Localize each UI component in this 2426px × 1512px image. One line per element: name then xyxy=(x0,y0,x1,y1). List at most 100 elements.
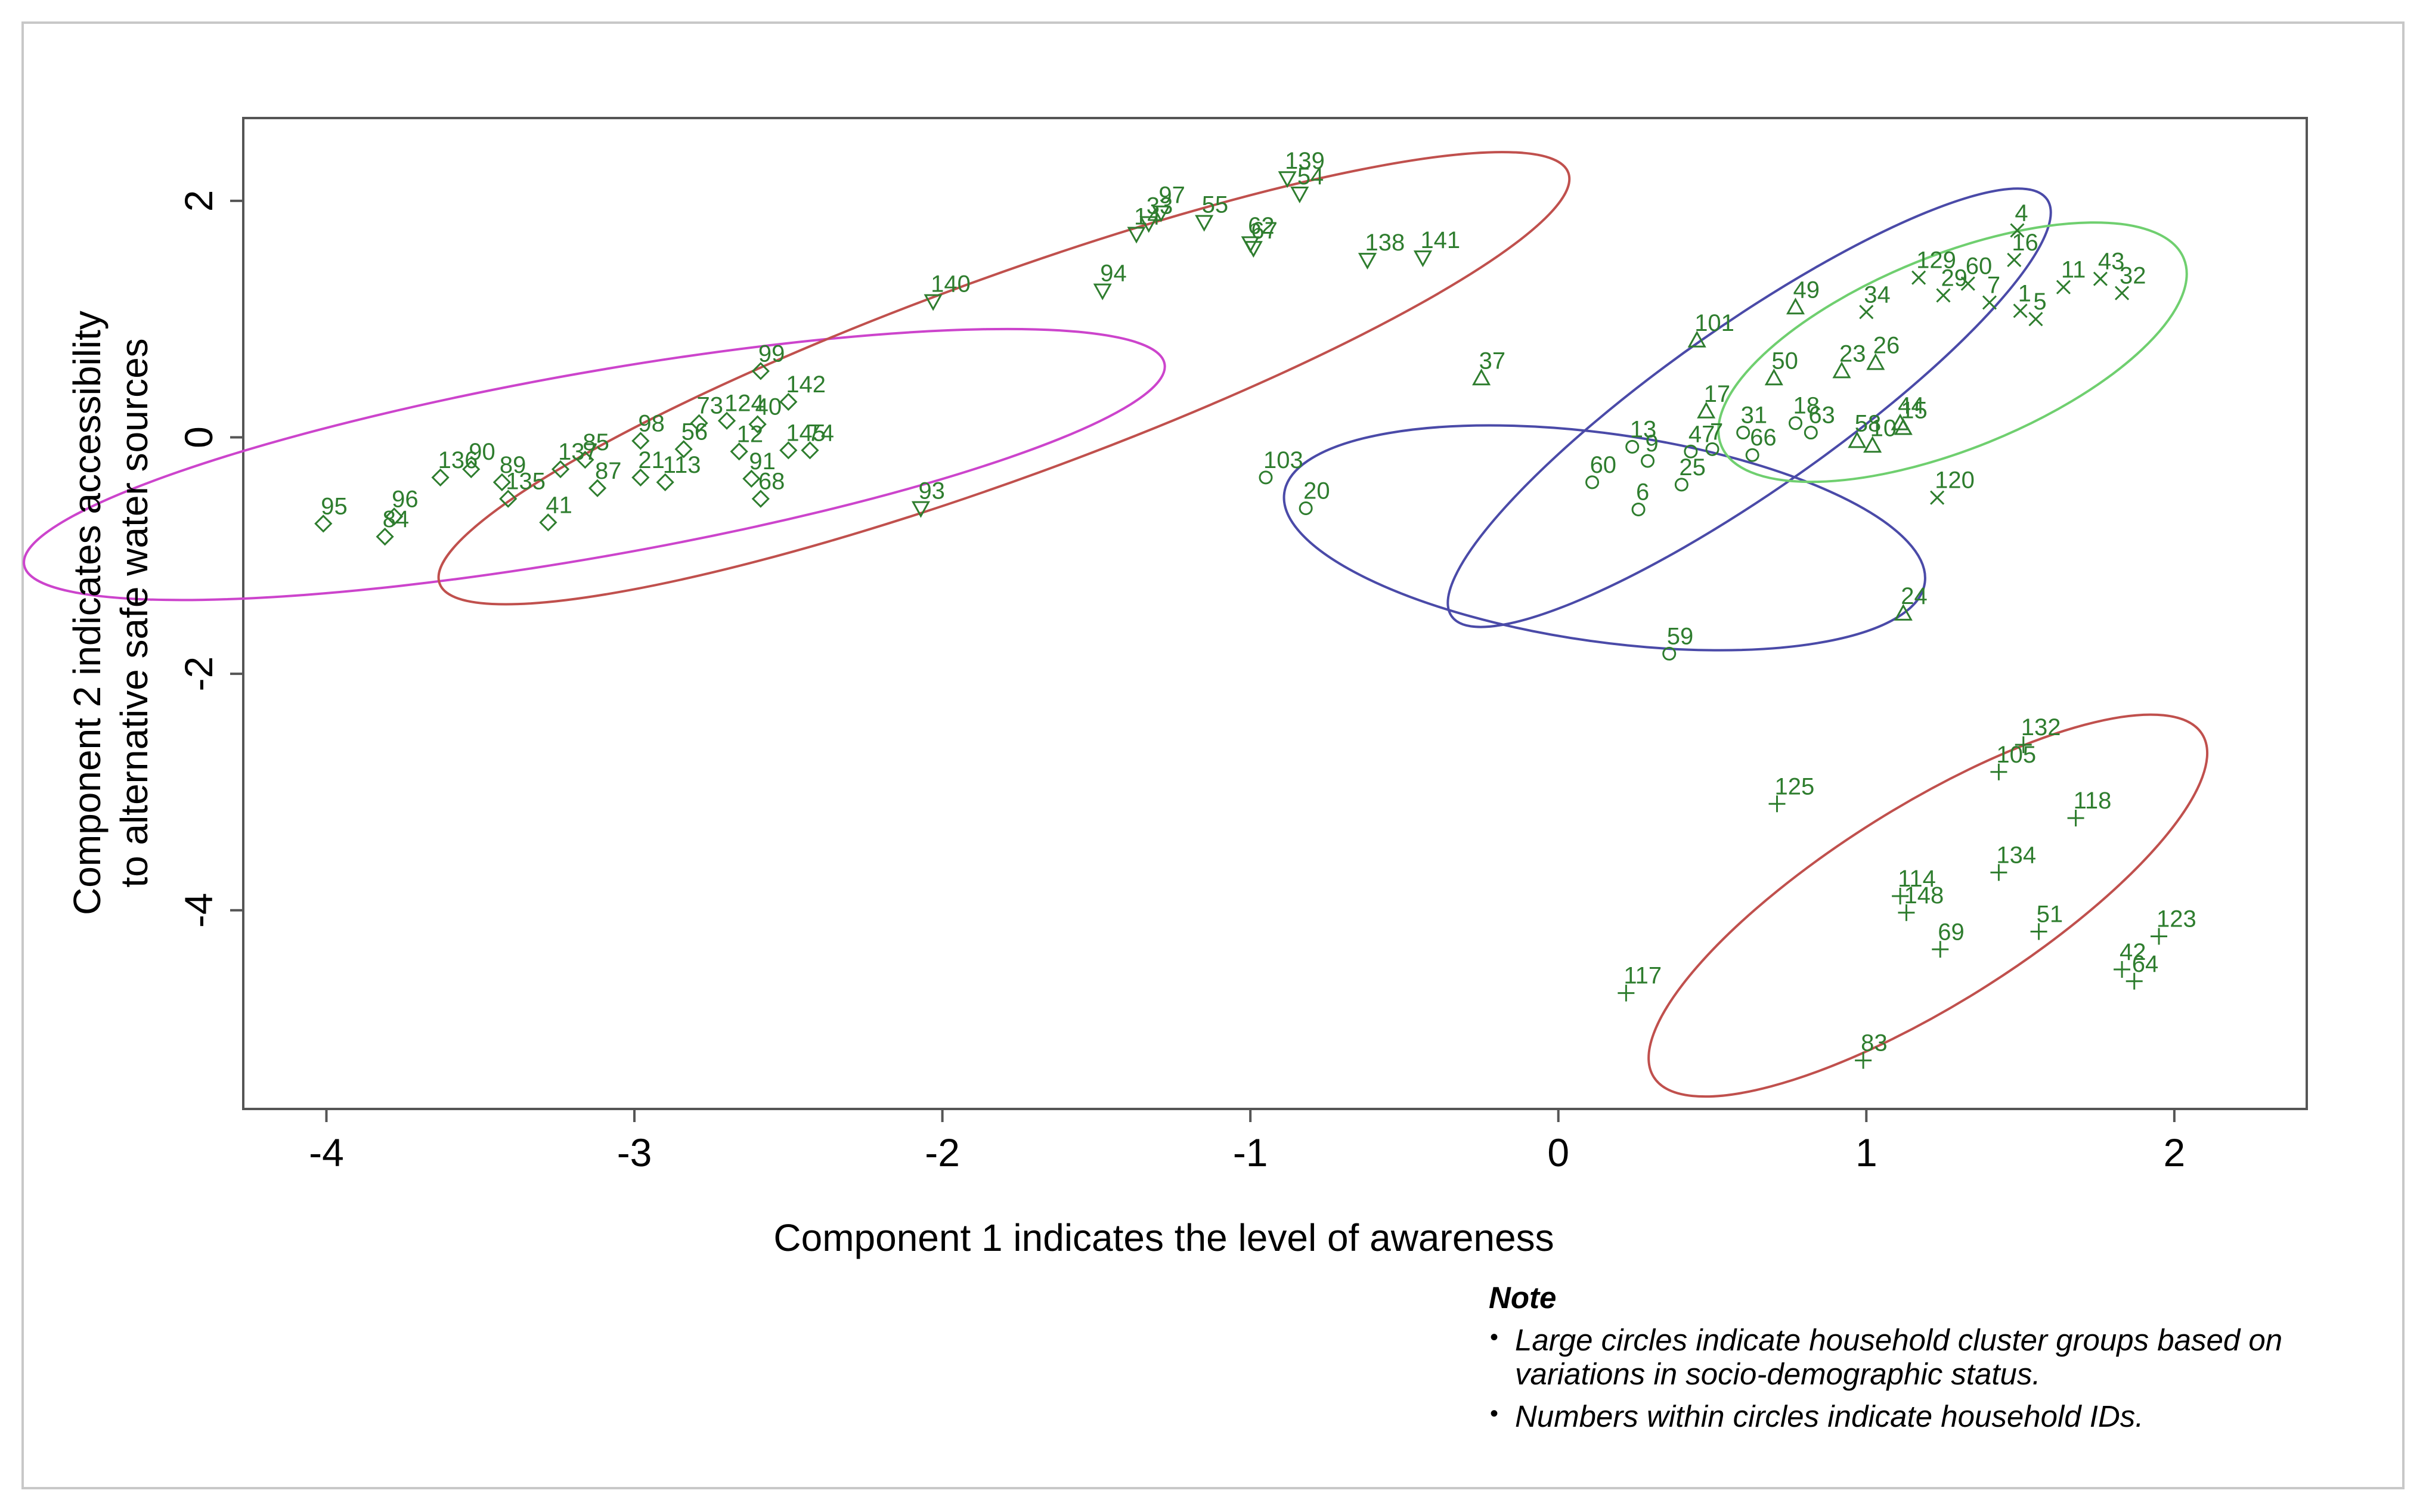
point-label: 41 xyxy=(546,492,572,518)
point-label: 87 xyxy=(595,458,622,484)
triangle-up-marker xyxy=(1697,401,1716,419)
point-label: 135 xyxy=(506,469,546,495)
point-label: 98 xyxy=(638,410,665,436)
point-label: 50 xyxy=(1771,348,1798,374)
plus-marker xyxy=(1768,795,1786,813)
triangle-down-marker xyxy=(1413,250,1433,268)
point-label: 73 xyxy=(697,393,724,419)
point-label: 20 xyxy=(1303,478,1330,504)
data-point: 93 xyxy=(911,478,945,518)
point-label: 26 xyxy=(1873,333,1900,359)
triangle-down-marker xyxy=(1244,241,1263,258)
data-point: 32 xyxy=(2114,263,2146,300)
circle-marker xyxy=(1259,470,1273,485)
point-label: 23 xyxy=(1839,340,1866,367)
data-point: 41 xyxy=(539,492,572,532)
point-label: 90 xyxy=(469,439,495,465)
point-label: 69 xyxy=(1938,919,1965,945)
circle-marker xyxy=(1641,454,1655,468)
plus-marker xyxy=(1618,984,1635,1002)
data-point: 125 xyxy=(1768,773,1814,813)
data-point: 18 xyxy=(1788,393,1820,430)
triangle-up-marker xyxy=(1687,330,1706,348)
point-label: 68 xyxy=(758,469,785,495)
diamond-marker xyxy=(690,414,708,432)
point-label: 74 xyxy=(807,420,834,446)
circle-marker xyxy=(1736,426,1750,440)
triangle-up-marker xyxy=(1863,436,1882,453)
data-point: 89 xyxy=(492,452,526,491)
triangle-down-marker xyxy=(1127,227,1146,244)
x-tick-label: 2 xyxy=(2164,1130,2186,1175)
data-point: 5 xyxy=(2028,289,2047,327)
data-point: 68 xyxy=(751,469,785,508)
circle-marker xyxy=(1804,426,1818,440)
data-point: 54 xyxy=(1290,163,1324,204)
point-label: 117 xyxy=(1623,963,1662,989)
point-label: 85 xyxy=(583,429,609,456)
data-point: 51 xyxy=(2030,901,2064,940)
data-point: 6 xyxy=(1631,479,1649,516)
diamond-marker xyxy=(730,442,748,461)
data-point: 55 xyxy=(1195,192,1228,232)
plus-marker xyxy=(2015,736,2032,754)
point-label: 114 xyxy=(1898,866,1936,892)
point-label: 118 xyxy=(2074,788,2112,814)
note-item-text: Numbers within circles indicate househol… xyxy=(1515,1399,2144,1434)
diamond-marker xyxy=(539,513,557,532)
y-tick-label: 2 xyxy=(176,190,221,212)
diamond-marker xyxy=(751,489,770,508)
y-tick-label: 0 xyxy=(176,426,221,448)
point-label: 101 xyxy=(1694,310,1734,336)
data-point: 97 xyxy=(1151,182,1185,222)
cross-marker xyxy=(2093,271,2108,286)
triangle-down-marker xyxy=(1358,253,1377,270)
data-point: 120 xyxy=(1930,467,1975,505)
cross-marker xyxy=(1960,276,1975,291)
x-tick-label: -3 xyxy=(617,1130,652,1175)
point-label: 59 xyxy=(1667,623,1694,649)
y-tick-label: -2 xyxy=(176,656,221,692)
data-point: 145 xyxy=(779,420,826,460)
plus-marker xyxy=(2067,810,2084,827)
note-title: Note xyxy=(1489,1281,1557,1315)
diamond-marker xyxy=(748,415,767,433)
data-point: 129 xyxy=(1911,247,1956,285)
data-point: 12 xyxy=(730,421,763,461)
cross-marker xyxy=(2114,286,2130,300)
plus-marker xyxy=(1990,763,2007,780)
circle-marker xyxy=(1684,444,1698,458)
triangle-down-marker xyxy=(911,501,930,518)
plus-marker xyxy=(2151,928,2168,945)
diamond-marker xyxy=(385,507,404,526)
diamond-marker xyxy=(376,527,394,546)
data-point: 73 xyxy=(690,393,724,432)
x-tick-label: -2 xyxy=(925,1130,960,1175)
data-point: 25 xyxy=(1674,454,1706,492)
point-label: 120 xyxy=(1935,467,1975,494)
diamond-marker xyxy=(631,468,650,487)
circle-marker xyxy=(1788,416,1802,430)
triangle-up-marker xyxy=(1848,431,1867,448)
data-point: 34 xyxy=(1859,281,1891,320)
note-item-text: Large circles indicate household cluster… xyxy=(1515,1323,2283,1392)
data-point: 24 xyxy=(1894,583,1928,621)
point-label: 37 xyxy=(1479,348,1506,374)
x-tick-label: 1 xyxy=(1855,1130,1877,1175)
point-label: 51 xyxy=(2037,901,2064,928)
data-point: 132 xyxy=(2015,714,2061,754)
point-label: 139 xyxy=(1285,148,1325,174)
data-point: 42 xyxy=(2114,939,2146,978)
data-point: 141 xyxy=(1413,227,1460,268)
data-point: 21 xyxy=(631,447,665,487)
green-cluster-ellipse xyxy=(1717,221,2188,484)
point-label: 136 xyxy=(438,447,478,473)
x-axis-title: Component 1 indicates the level of aware… xyxy=(773,1216,1554,1259)
data-point: 85 xyxy=(576,429,609,469)
circle-marker xyxy=(1585,475,1600,489)
data-point: 140 xyxy=(924,271,971,311)
triangle-down-marker xyxy=(1290,187,1309,204)
red-lower-cluster-ellipse xyxy=(1647,713,2208,1098)
diamond-marker xyxy=(751,362,770,380)
data-point: 91 xyxy=(742,448,776,488)
